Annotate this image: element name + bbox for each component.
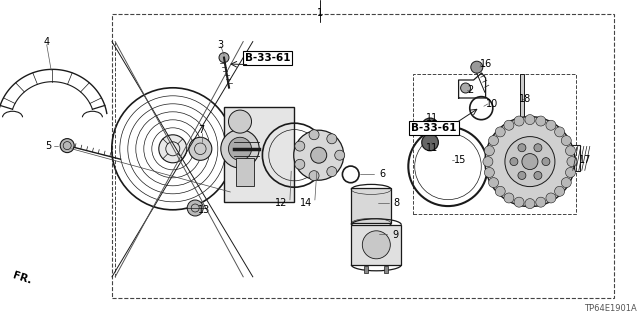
Text: 10: 10: [486, 99, 499, 109]
Circle shape: [295, 159, 305, 169]
Circle shape: [504, 120, 514, 130]
Circle shape: [566, 146, 575, 156]
Text: TP64E1901A: TP64E1901A: [584, 304, 637, 313]
Circle shape: [484, 146, 494, 156]
Circle shape: [488, 178, 499, 188]
Circle shape: [525, 199, 535, 209]
Circle shape: [542, 157, 550, 166]
Text: B-33-61: B-33-61: [411, 123, 457, 133]
Circle shape: [522, 154, 538, 170]
Circle shape: [555, 127, 564, 137]
Text: 9: 9: [392, 230, 399, 240]
Circle shape: [534, 172, 542, 180]
Circle shape: [309, 130, 319, 140]
Circle shape: [335, 150, 345, 160]
Circle shape: [422, 118, 438, 135]
Bar: [112, 14, 614, 298]
Text: 7: 7: [198, 124, 205, 135]
Bar: [364, 266, 369, 273]
Bar: [351, 225, 401, 265]
Text: 1: 1: [317, 8, 323, 18]
Circle shape: [495, 127, 505, 137]
Circle shape: [536, 116, 546, 126]
Circle shape: [534, 144, 542, 152]
Text: 18: 18: [518, 94, 531, 104]
Bar: [224, 107, 294, 202]
Circle shape: [514, 116, 524, 126]
Circle shape: [514, 197, 524, 207]
Circle shape: [60, 139, 74, 153]
Bar: [384, 266, 388, 273]
Circle shape: [327, 167, 337, 177]
Circle shape: [566, 167, 575, 178]
Text: 6: 6: [379, 169, 385, 180]
Text: 14: 14: [300, 198, 312, 208]
Circle shape: [555, 186, 564, 196]
Bar: [351, 188, 391, 223]
Circle shape: [295, 141, 305, 151]
Text: 17: 17: [579, 155, 591, 165]
Text: 11: 11: [426, 143, 438, 153]
Text: 5: 5: [45, 140, 51, 151]
Text: FR.: FR.: [12, 271, 33, 286]
Circle shape: [219, 52, 229, 63]
Bar: [570, 145, 580, 172]
Circle shape: [488, 136, 499, 146]
Circle shape: [294, 130, 344, 180]
Circle shape: [309, 171, 319, 181]
Text: 13: 13: [198, 204, 211, 215]
Circle shape: [228, 110, 252, 133]
Circle shape: [189, 137, 212, 160]
Circle shape: [228, 137, 252, 160]
Text: 15: 15: [454, 155, 467, 165]
Circle shape: [485, 116, 575, 207]
Bar: [520, 74, 524, 138]
Circle shape: [546, 193, 556, 203]
Text: B-33-61: B-33-61: [244, 52, 291, 63]
Text: 3: 3: [218, 40, 224, 50]
Text: 11: 11: [426, 113, 438, 124]
Circle shape: [311, 147, 327, 163]
Circle shape: [518, 144, 526, 152]
Text: 8: 8: [394, 198, 400, 208]
Circle shape: [567, 156, 577, 167]
Circle shape: [510, 157, 518, 166]
Circle shape: [505, 137, 555, 187]
Circle shape: [518, 172, 526, 180]
Bar: [367, 225, 375, 236]
Circle shape: [327, 134, 337, 144]
Circle shape: [471, 61, 483, 73]
Text: 2: 2: [467, 84, 474, 95]
Circle shape: [461, 83, 470, 93]
Circle shape: [546, 120, 556, 130]
Text: 12: 12: [275, 198, 288, 208]
Text: 16: 16: [480, 59, 492, 69]
Circle shape: [561, 178, 572, 188]
Circle shape: [221, 130, 259, 168]
Circle shape: [483, 156, 493, 167]
Circle shape: [561, 136, 572, 146]
Circle shape: [422, 134, 438, 151]
Bar: [413, 74, 576, 214]
Circle shape: [525, 115, 535, 124]
Text: 4: 4: [44, 36, 50, 47]
Circle shape: [504, 193, 514, 203]
Circle shape: [362, 231, 390, 259]
Circle shape: [536, 197, 546, 207]
Circle shape: [495, 186, 505, 196]
Circle shape: [484, 167, 494, 178]
Bar: [236, 157, 253, 186]
Circle shape: [187, 200, 204, 216]
Circle shape: [159, 135, 187, 163]
